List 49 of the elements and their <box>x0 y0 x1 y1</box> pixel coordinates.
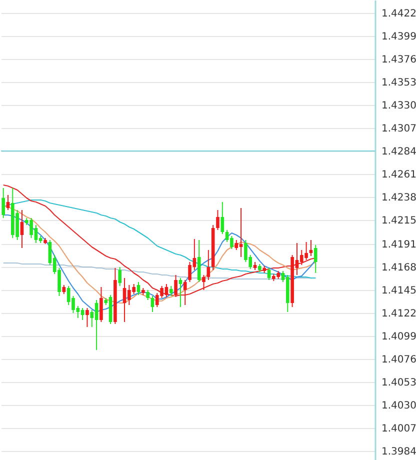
y-tick-label: 1.4007 <box>382 424 416 434</box>
candlestick <box>2 188 5 218</box>
candlestick <box>267 268 271 280</box>
candlestick <box>100 286 103 322</box>
y-tick-label: 1.4099 <box>382 332 416 342</box>
line-series <box>2 184 316 297</box>
y-tick-label: 1.4191 <box>382 240 416 250</box>
y-tick-label: 1.4053 <box>382 378 416 388</box>
y-tick-label: 1.4376 <box>382 54 416 66</box>
y-tick-label: 1.4238 <box>382 192 416 204</box>
y-tick-label: 1.4122 <box>382 308 416 320</box>
y-tick-label: 1.4399 <box>382 32 416 42</box>
y-tick-label: 1.4261 <box>382 170 416 180</box>
candlestick <box>146 290 150 300</box>
candlestick <box>309 240 313 256</box>
y-tick-label: 1.4168 <box>382 262 416 274</box>
y-tick-label: 1.4353 <box>382 78 416 88</box>
line-series <box>2 199 316 279</box>
candlestick <box>206 250 210 280</box>
y-tick-label: 1.4145 <box>382 286 416 296</box>
candlestick <box>114 268 117 324</box>
candlestick <box>314 244 318 274</box>
y-tick-label: 1.4215 <box>382 216 416 226</box>
candlestick <box>202 274 206 290</box>
candlestick <box>211 224 215 270</box>
y-tick-label: 1.4330 <box>382 100 416 112</box>
candlestick <box>178 278 182 308</box>
candlestick <box>216 210 220 230</box>
line-series <box>2 205 316 304</box>
y-tick-label: 1.4030 <box>382 400 416 412</box>
line-series <box>2 214 316 313</box>
y-tick-label: 1.4284 <box>382 146 416 158</box>
candlestick <box>20 210 24 248</box>
y-tick-label: 1.3984 <box>382 446 416 458</box>
candlestick <box>286 274 290 312</box>
candlestick <box>234 240 238 250</box>
y-tick-label: 1.4422 <box>382 8 416 20</box>
y-tick-label: 1.4076 <box>382 354 416 366</box>
candlestick <box>118 266 122 286</box>
candlestick <box>220 202 224 234</box>
candlestick <box>169 286 173 296</box>
y-tick-label: 1.4307 <box>382 124 416 134</box>
candlestick <box>183 280 187 306</box>
candlestick <box>174 274 178 298</box>
candlestick <box>6 194 10 210</box>
candlestick <box>197 240 201 282</box>
candlestick <box>150 296 154 312</box>
candlestick <box>86 308 89 328</box>
candlestick <box>136 282 140 296</box>
